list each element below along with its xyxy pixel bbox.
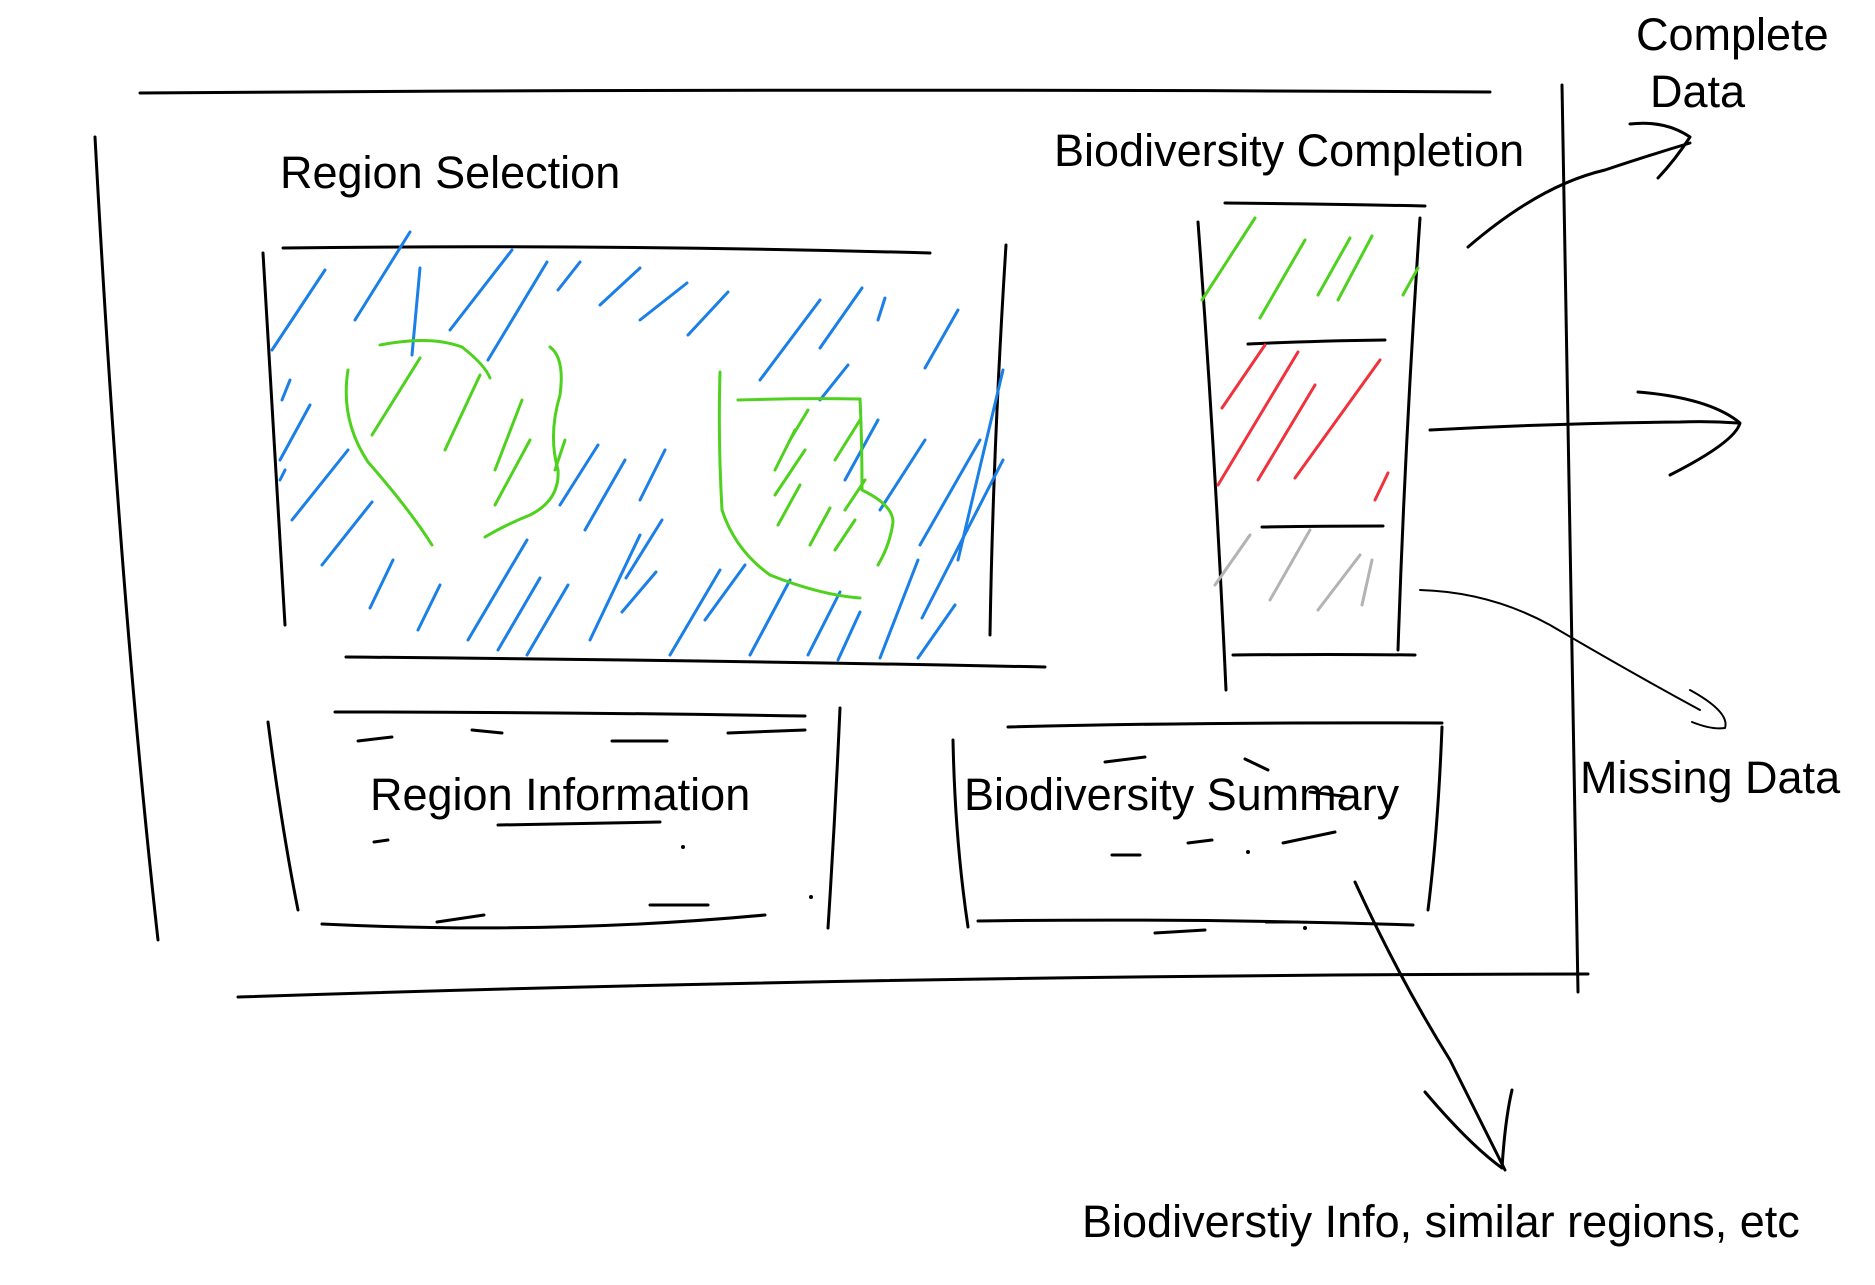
land-hatch-stroke [833,418,862,462]
unknown-hatch-stroke [1316,553,1362,612]
water-hatch-stroke [280,378,292,402]
land-hatch-stroke [773,448,807,497]
outer-frame [93,83,1590,999]
water-hatch-stroke [836,610,862,662]
water-hatch-stroke [806,590,842,657]
water-hatch-stroke [703,563,747,622]
water-hatch-stroke [416,583,442,632]
arrow-middle [1428,390,1742,477]
complete-hatch-stroke [1200,216,1257,302]
water-hatch-stroke [878,438,927,512]
biodiversity-completion-bar[interactable] [1196,201,1427,692]
water-hatch-stroke [918,438,982,547]
land-hatch-stroke [493,438,532,507]
land-hatch-stroke [808,506,832,547]
completion-segment-complete [1200,216,1420,320]
water-hatch-stroke [956,368,1005,562]
water-hatch-stroke [638,448,667,502]
biodiversity-completion-label: Biodiversity Completion [1054,125,1524,176]
water-hatch-stroke [916,603,957,660]
water-hatch-stroke [638,281,689,322]
water-hatch-stroke [496,576,542,652]
biodiversity-summary-placeholder-dashes [1103,755,1352,935]
complete-hatch-stroke [1336,234,1374,302]
region-selection-map[interactable] [261,230,1047,669]
land-hatch-stroke [843,478,867,512]
missing-hatch-stroke [1216,350,1300,487]
map-water-hatching [270,230,1005,662]
region-information-label: Region Information [370,769,750,820]
biodiversity-summary-label: Biodiversity Summary [964,769,1400,820]
land-hatch-stroke [553,438,567,472]
land-hatch-stroke [443,373,482,452]
land-hatch-stroke [370,356,422,437]
water-hatch-stroke [686,290,730,337]
water-hatch-stroke [878,558,920,660]
water-hatch-stroke [923,308,960,370]
biodiversity-info-note-label: Biodiverstiy Info, similar regions, etc [1082,1196,1800,1247]
map-land-regions [344,339,895,600]
water-hatch-stroke [368,558,395,610]
completion-segment-missing [1216,343,1390,502]
water-hatch-stroke [748,578,792,657]
water-hatch-stroke [620,570,658,614]
water-hatch-stroke [278,403,312,462]
missing-hatch-stroke [1293,358,1382,480]
water-hatch-stroke [466,538,529,642]
complete-hatch-stroke [1258,238,1307,320]
missing-data-label: Missing Data [1580,752,1841,803]
water-hatch-stroke [624,518,664,580]
land-hatch-stroke [833,518,857,552]
biodiversity-summary-panel[interactable] [951,721,1444,935]
region-information-panel [266,706,842,930]
water-hatch-stroke [758,298,822,382]
missing-hatch-stroke [1256,383,1317,482]
water-hatch-stroke [320,500,374,567]
land-hatch-stroke [776,483,802,527]
water-hatch-stroke [818,363,850,402]
complete-data-label-line2: Data [1650,66,1746,117]
water-hatch-stroke [558,443,600,507]
water-hatch-stroke [556,260,582,292]
complete-hatch-stroke [1316,236,1352,297]
water-hatch-stroke [598,266,642,307]
water-hatch-stroke [448,248,514,332]
water-hatch-stroke [278,468,287,482]
water-hatch-stroke [818,286,864,350]
water-hatch-stroke [876,296,887,322]
completion-segment-unknown [1213,528,1374,612]
water-hatch-stroke [486,260,549,362]
land-hatch-stroke [788,408,810,442]
unknown-hatch-stroke [1360,558,1374,607]
complete-data-label-line1: Complete [1636,9,1829,60]
water-hatch-stroke [525,583,570,657]
arrow-biodiversity-info [1353,880,1514,1172]
water-hatch-stroke [353,230,412,322]
complete-hatch-stroke [1401,266,1420,297]
region-selection-label: Region Selection [280,147,620,198]
land-hatch-stroke [493,398,524,472]
unknown-hatch-stroke [1268,528,1312,602]
water-hatch-stroke [668,568,722,657]
water-hatch-stroke [270,268,327,352]
water-hatch-stroke [583,458,627,532]
arrow-missing-data [1419,589,1727,730]
arrow-complete-data [1466,121,1692,249]
water-hatch-stroke [290,448,350,522]
missing-hatch-stroke [1373,471,1390,502]
unknown-hatch-stroke [1213,533,1252,587]
missing-hatch-stroke [1220,343,1267,410]
region-information-placeholder-dashes [356,728,813,924]
water-hatch-stroke [588,533,642,642]
